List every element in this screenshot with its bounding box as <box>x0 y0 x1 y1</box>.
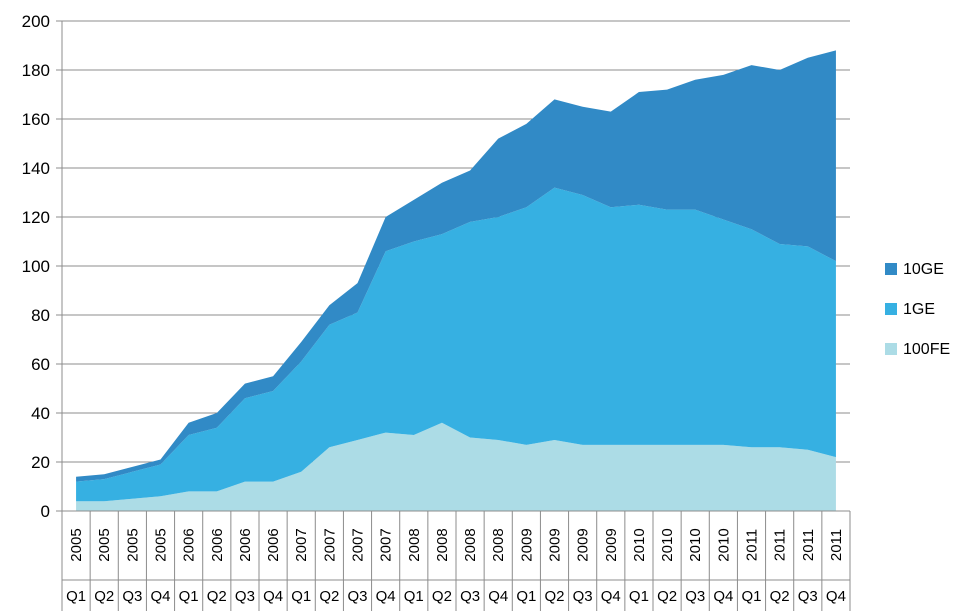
x-tick-quarter-label: Q1 <box>179 588 199 605</box>
x-tick-year-label: 2006 <box>265 528 282 561</box>
x-tick-year-label: 2005 <box>153 528 170 561</box>
x-tick-quarter-label: Q3 <box>235 588 255 605</box>
area-series-10ge <box>76 50 836 482</box>
x-tick-year-label: 2009 <box>518 528 535 561</box>
x-tick-quarter-label: Q1 <box>516 588 536 605</box>
y-tick-label: 200 <box>22 12 50 31</box>
y-tick-label: 120 <box>22 208 50 227</box>
x-tick-year-label: 2011 <box>772 529 789 561</box>
x-tick-year-label: 2010 <box>715 528 732 561</box>
x-tick-quarter-label: Q1 <box>741 588 761 605</box>
x-tick-quarter-label: Q2 <box>770 588 790 605</box>
legend-label-10ge: 10GE <box>903 261 944 278</box>
x-tick-quarter-label: Q1 <box>66 588 86 605</box>
x-tick-year-label: 2009 <box>603 528 620 561</box>
x-tick-year-label: 2008 <box>490 528 507 561</box>
area-series-1ge <box>76 187 836 502</box>
x-tick-year-label: 2008 <box>434 528 451 561</box>
x-tick-year-label: 2009 <box>575 528 592 561</box>
legend-swatch-1ge <box>885 303 897 315</box>
legend: 10GE 1GE 100FE <box>885 261 950 358</box>
x-axis-ticks: 2005 Q1 2005 Q2 2005 Q3 2005 Q4 2006 Q1 2006 Q2 2006… <box>61 511 851 611</box>
y-tick-label: 160 <box>22 110 50 129</box>
x-tick-year-label: 2011 <box>744 529 761 561</box>
x-tick-quarter-label: Q3 <box>573 588 593 605</box>
x-tick-year-label: 2005 <box>124 528 141 561</box>
x-tick-year-label: 2010 <box>687 528 704 561</box>
x-tick-quarter-label: Q4 <box>826 588 846 605</box>
x-tick-year-label: 2007 <box>293 528 310 561</box>
y-tick-label: 100 <box>22 257 50 276</box>
x-tick-quarter-label: Q3 <box>460 588 480 605</box>
x-tick-quarter-label: Q4 <box>601 588 621 605</box>
x-tick-quarter-label: Q3 <box>347 588 367 605</box>
series-areas <box>76 50 836 511</box>
x-tick-year-label: 2011 <box>828 529 845 561</box>
x-tick-quarter-label: Q2 <box>207 588 227 605</box>
x-tick-year-label: 2007 <box>350 528 367 561</box>
x-tick-year-label: 2008 <box>462 528 479 561</box>
legend-label-1ge: 1GE <box>903 301 935 318</box>
x-tick-quarter-label: Q2 <box>94 588 114 605</box>
x-tick-year-label: 2010 <box>659 528 676 561</box>
x-tick-quarter-label: Q1 <box>291 588 311 605</box>
x-tick-year-label: 2008 <box>406 528 423 561</box>
x-tick-quarter-label: Q3 <box>798 588 818 605</box>
y-tick-label: 180 <box>22 61 50 80</box>
x-tick-year-label: 2006 <box>237 528 254 561</box>
x-tick-quarter-label: Q2 <box>544 588 564 605</box>
y-tick-label: 0 <box>41 502 50 521</box>
x-tick-year-label: 2010 <box>631 528 648 561</box>
y-tick-label: 80 <box>31 306 50 325</box>
x-tick-year-label: 2009 <box>547 528 564 561</box>
legend-label-100fe: 100FE <box>903 341 950 358</box>
y-tick-label: 60 <box>31 355 50 374</box>
x-tick-year-label: 2005 <box>68 528 85 561</box>
x-tick-quarter-label: Q4 <box>713 588 733 605</box>
y-tick-label: 40 <box>31 404 50 423</box>
x-tick-quarter-label: Q3 <box>122 588 142 605</box>
x-tick-quarter-label: Q4 <box>376 588 396 605</box>
x-tick-quarter-label: Q4 <box>263 588 283 605</box>
x-tick-quarter-label: Q4 <box>150 588 170 605</box>
x-tick-quarter-label: Q2 <box>432 588 452 605</box>
x-tick-quarter-label: Q3 <box>685 588 705 605</box>
x-tick-quarter-label: Q1 <box>404 588 424 605</box>
legend-swatch-10ge <box>885 263 897 275</box>
x-tick-year-label: 2011 <box>800 529 817 561</box>
y-tick-label: 20 <box>31 453 50 472</box>
x-tick-quarter-label: Q2 <box>319 588 339 605</box>
y-tick-label: 140 <box>22 159 50 178</box>
x-tick-year-label: 2007 <box>321 528 338 561</box>
y-axis-ticks: 0 20 40 60 80 100 120 140 160 180 200 <box>22 12 62 521</box>
x-tick-quarter-label: Q1 <box>629 588 649 605</box>
area-series-100fe <box>76 422 836 511</box>
x-tick-year-label: 2007 <box>378 528 395 561</box>
x-tick-year-label: 2006 <box>181 528 198 561</box>
legend-swatch-100fe <box>885 343 897 355</box>
x-tick-quarter-label: Q2 <box>657 588 677 605</box>
x-tick-year-label: 2005 <box>96 528 113 561</box>
x-tick-quarter-label: Q4 <box>488 588 508 605</box>
x-tick-year-label: 2006 <box>209 528 226 561</box>
